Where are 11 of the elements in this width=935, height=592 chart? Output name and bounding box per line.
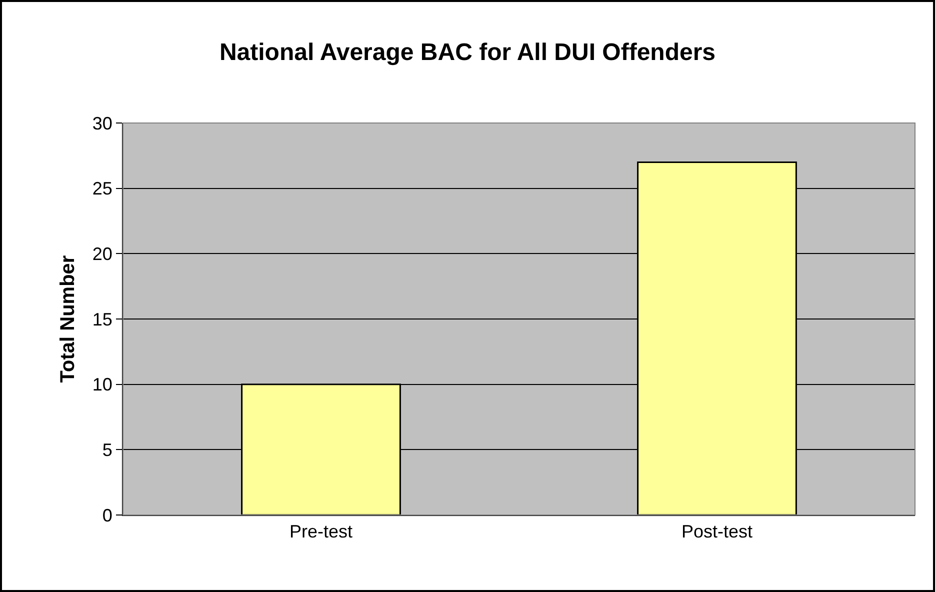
y-tick-label: 20 bbox=[92, 244, 112, 264]
y-tick-label: 0 bbox=[102, 505, 112, 526]
y-tick-label: 10 bbox=[92, 374, 112, 395]
y-tick-label: 5 bbox=[102, 440, 112, 460]
y-axis-title: Total Number bbox=[56, 255, 79, 383]
x-tick-label: Post-test bbox=[681, 522, 753, 542]
y-tick-label: 30 bbox=[92, 113, 112, 134]
y-tick-label: 25 bbox=[92, 178, 112, 199]
y-tick-label: 15 bbox=[92, 309, 112, 330]
chart-title: National Average BAC for All DUI Offenders bbox=[219, 38, 716, 66]
x-tick-label: Pre-test bbox=[289, 522, 353, 542]
